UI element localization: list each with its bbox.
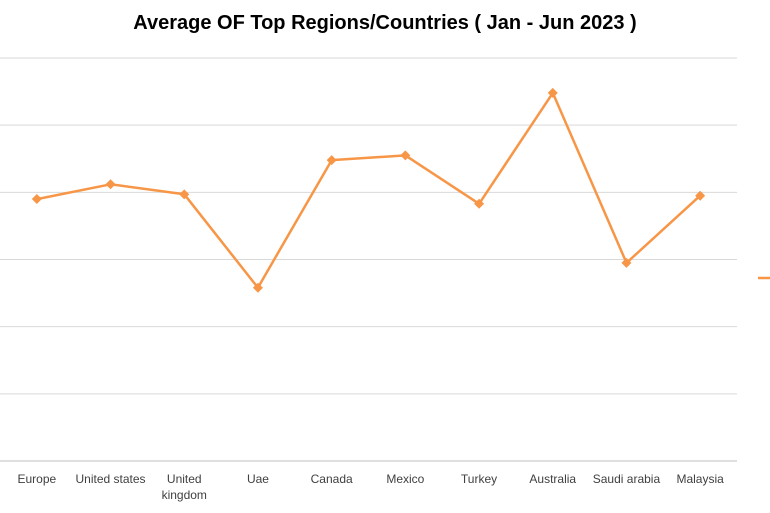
x-tick-label: Malaysia bbox=[676, 472, 724, 486]
x-tick-label: Saudi arabia bbox=[593, 472, 661, 486]
x-tick-label-line: United states bbox=[76, 472, 146, 486]
data-point-marker bbox=[179, 189, 190, 200]
x-tick-label-line: United bbox=[167, 472, 202, 486]
data-point-marker bbox=[474, 198, 485, 209]
data-point-marker bbox=[105, 179, 116, 190]
series-line bbox=[36, 91, 701, 289]
data-points bbox=[31, 87, 706, 293]
x-tick-label: Europe bbox=[17, 472, 56, 486]
data-point-marker bbox=[326, 155, 337, 166]
chart-title: Average OF Top Regions/Countries ( Jan -… bbox=[133, 12, 637, 34]
x-tick-label-line: Uae bbox=[247, 472, 269, 486]
gridlines bbox=[0, 57, 737, 395]
data-point-marker bbox=[621, 257, 632, 268]
x-tick-label-line: Australia bbox=[529, 472, 576, 486]
x-tick-labels: Europe United states United kingdom Uae Canad… bbox=[17, 472, 724, 502]
data-point-marker bbox=[695, 190, 706, 201]
x-tick-label: Uae bbox=[247, 472, 269, 486]
x-tick-label: Turkey bbox=[461, 472, 497, 486]
series-line-group bbox=[36, 91, 701, 289]
x-tick-label: United kingdom bbox=[162, 472, 207, 502]
x-tick-label: Mexico bbox=[386, 472, 424, 486]
x-tick-label-line: Europe bbox=[17, 472, 56, 486]
x-tick-label-line: Malaysia bbox=[676, 472, 724, 486]
data-point-marker bbox=[400, 150, 411, 161]
data-point-marker bbox=[547, 87, 558, 98]
x-tick-label-line: Canada bbox=[311, 472, 353, 486]
data-point-marker bbox=[252, 282, 263, 293]
x-tick-label-line: kingdom bbox=[162, 488, 207, 502]
data-point-marker bbox=[31, 194, 42, 205]
x-tick-label-line: Turkey bbox=[461, 472, 497, 486]
x-tick-label: Canada bbox=[311, 472, 353, 486]
x-tick-label-line: Saudi arabia bbox=[593, 472, 661, 486]
x-tick-label-line: Mexico bbox=[386, 472, 424, 486]
x-tick-label: United states bbox=[76, 472, 146, 486]
x-tick-label: Australia bbox=[529, 472, 576, 486]
